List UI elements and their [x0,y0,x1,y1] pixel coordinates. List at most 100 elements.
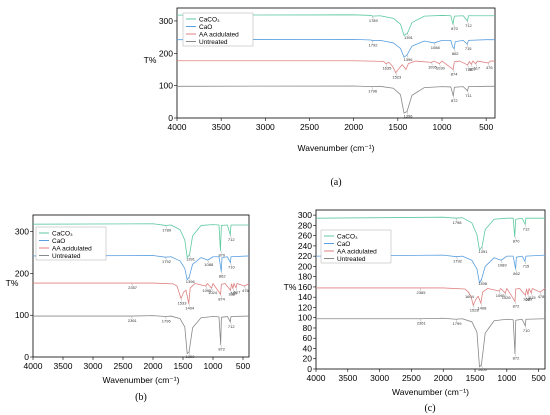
x-axis-label: Wavenumber (cm⁻¹) [298,143,375,153]
peak-label: 1798 [453,220,463,225]
peak-leader [488,62,490,67]
peak-label: 709 [228,292,235,297]
peak-label: 1391 [404,35,414,40]
peak-label: 1398 [478,281,488,286]
x-tick-label: 3000 [84,361,103,371]
peak-leader [220,344,222,348]
peak-leader [531,293,533,297]
peak-label: 1089 [498,262,508,267]
peak-label: 2365 [417,290,427,295]
peak-leader [211,288,213,292]
peak-label: 1095 [496,293,506,298]
chart-panel-c: 4000 3500 3000 2500 2000 1500 1000 500 020406080… [284,209,546,414]
peak-leader [205,285,207,290]
peak-label: 872 [513,303,520,308]
peak-leader [189,254,191,258]
x-tick-label: 500 [236,361,250,371]
panel-label: (c) [424,403,435,414]
peak-leader [525,224,527,228]
x-tick-label: 500 [532,373,546,383]
y-tick-label: 200 [298,261,312,271]
peak-label: 1404 [185,306,195,311]
peak-leader [131,283,133,287]
x-axis-label: Wavenumber (cm⁻¹) [392,387,469,397]
peak-label: 709 [523,297,530,302]
peak-label: 712 [465,23,472,28]
y-tick-label: 140 [298,292,312,302]
peak-leader [475,63,477,67]
peak-label: 669 [526,297,533,302]
series-line-cao [176,38,495,58]
peak-leader [467,64,469,68]
y-tick-label: 0 [307,364,312,374]
peak-leader [515,268,517,273]
y-tick-label: 200 [159,48,173,58]
y-tick-label: 300 [298,210,312,220]
peak-leader [456,256,458,260]
x-tick-label: 4000 [24,361,43,371]
peak-leader [501,260,503,264]
peak-label: 1792 [453,259,463,264]
peak-label: 1796 [368,89,378,94]
peak-label: 669 [469,66,476,71]
peak-leader [455,319,458,323]
peak-label: 617 [473,66,480,71]
peak-leader [407,33,409,37]
x-tick-label: 3500 [54,361,73,371]
peak-label: 712 [523,226,530,231]
peak-leader [372,16,374,20]
y-tick-label: 300 [15,227,29,237]
y-tick-label: 60 [303,333,313,343]
peak-label: 1391 [479,249,489,254]
peak-label: 1391 [186,257,196,262]
peak-leader [371,40,374,44]
peak-label: 1088 [431,45,441,50]
peak-leader [165,316,167,320]
plot-frame [315,209,546,370]
peak-label: 710 [228,265,235,270]
y-tick-label: 200 [15,268,29,278]
panel-label: (a) [330,177,341,188]
peak-label: 870 [513,239,520,244]
legend-entry: CaO [52,238,65,245]
y-tick-label: 0 [24,352,29,362]
peak-label: 870 [218,253,225,258]
x-tick-label: 2000 [434,373,453,383]
plot-frame [176,7,496,119]
peak-label: 1796 [162,318,172,323]
legend-entry: CaCO₃ [52,230,73,237]
peak-leader [220,294,222,298]
peak-label: 1095 [428,64,438,69]
panel-label: (b) [135,392,147,403]
peak-leader [232,288,235,292]
peak-label: 1408 [477,305,487,310]
peak-leader [188,303,190,307]
legend-entry: AA acidulated [337,248,377,255]
peak-leader [188,351,191,356]
peak-label: 874 [218,296,225,301]
peak-leader [244,285,246,290]
peak-leader [468,292,470,296]
x-tick-label: 3000 [256,122,275,132]
peak-label: 1635 [382,66,392,71]
peak-label: 2357 [128,285,138,290]
x-tick-label: 2500 [402,373,421,383]
chart-panel-a: 4000 3500 3000 2500 2000 1500 1000 500 0 100 200 30… [144,7,496,188]
peak-label: 711 [465,93,472,98]
x-tick-label: 3000 [370,373,389,383]
x-tick-label: 2000 [144,361,163,371]
peak-label: 2361 [417,321,427,326]
peak-label: 1789 [369,18,379,23]
y-tick-label: 220 [298,251,312,261]
series-line-caco- [32,223,249,258]
peak-label: 1523 [392,75,402,80]
x-tick-label: 4000 [168,122,187,132]
y-tick-label: 80 [303,323,313,333]
peak-label: 1604 [465,294,475,299]
peak-leader [505,293,507,297]
x-tick-label: 500 [479,122,493,132]
peak-label: 617 [234,290,241,295]
peak-leader [481,246,484,250]
peak-label: 1400 [478,367,488,372]
